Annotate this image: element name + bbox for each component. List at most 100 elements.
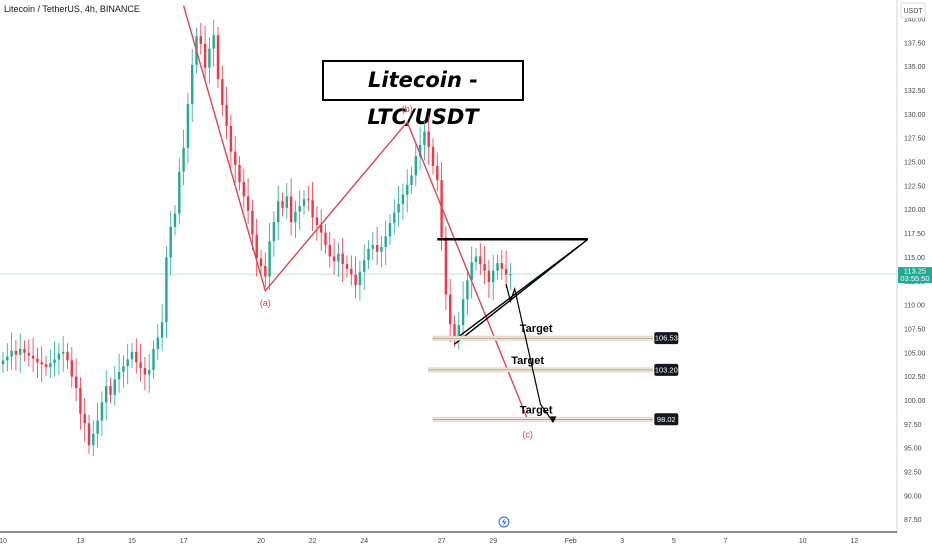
projection-line [505,283,554,423]
candle-body [139,362,142,369]
candle-body [143,368,147,375]
candle [66,343,69,369]
price-tick-label: 87.50 [904,517,922,524]
candle-body [178,171,181,214]
candle [19,333,22,373]
candle [496,254,499,280]
time-tick-label: 15 [128,538,136,545]
candle-body [79,388,82,414]
candle [203,25,207,82]
candle [92,420,95,457]
price-tick-label: 100.00 [904,398,926,405]
candle-body [496,263,499,271]
candle-body [418,144,422,157]
candle [126,343,129,385]
candle-body [509,274,512,276]
price-tick-label: 130.00 [904,112,926,119]
time-tick-label: 24 [360,538,368,545]
currency-badge [900,2,926,19]
candle [363,244,366,290]
candle-body [44,364,48,368]
candle [40,346,43,383]
candle-body [165,257,168,323]
candle [315,206,319,241]
candle-body [341,253,344,265]
candle [79,377,82,430]
candle [410,166,413,194]
candle [479,243,482,276]
current-price-value: 113.25 [904,267,926,276]
candle [212,19,215,67]
candle-body [113,379,116,395]
candle-body [62,351,65,354]
projection-arrowhead [550,416,557,423]
price-tick-label: 135.00 [904,64,926,71]
candle [337,242,340,277]
price-tick-label: 102.50 [904,374,926,381]
candle [449,278,452,343]
candle [307,185,310,212]
candle [294,200,297,238]
price-tick-label: 127.50 [904,136,926,143]
candle [122,355,125,388]
candle [397,185,400,226]
candle-body [74,376,78,389]
candle-body [324,232,327,246]
candle-body [302,199,306,206]
candle [431,138,435,175]
candle [406,169,409,213]
time-axis: 10 13 15 17 20 22 24 27 29 Feb 3 5 7 10 12 [0,516,897,545]
candle-body [199,36,202,44]
candle [375,226,379,266]
target-label: Target [511,355,544,367]
candle-body [504,268,508,275]
candle [152,340,155,379]
candle [139,344,142,382]
current-price-badge [898,267,932,284]
candle [384,220,387,266]
candle [156,324,159,360]
candle [264,252,267,288]
candle [96,402,99,448]
candle-body [57,353,61,360]
candle-body [238,164,241,183]
candle-body [14,350,18,355]
candle-body [363,260,366,272]
candle [414,143,417,187]
candle [191,49,194,123]
candle-body [105,386,108,403]
time-tick-label: 3 [620,538,624,545]
candle-body [268,241,271,277]
chart-title-box: Litecoin - LTC/USDT [322,60,524,129]
candle [199,22,202,55]
candle [44,355,48,376]
candle [298,190,301,230]
price-tick-label: 95.00 [904,446,922,453]
candle [500,249,503,280]
candle [246,178,250,225]
candle-body [130,351,134,360]
candle-body [393,212,396,224]
candle-body [332,256,336,262]
candle-body [320,225,323,233]
candle [483,245,486,285]
candle-body [246,196,250,211]
candle [178,158,181,225]
candle [27,339,30,367]
candle [143,357,147,391]
candle [117,353,121,393]
candle-body [272,222,276,242]
candle [358,260,362,301]
candle [285,183,288,219]
wave-label: (b) [402,104,413,114]
candle-body [36,358,39,363]
candle [328,231,331,268]
candle [457,311,460,350]
candle [87,414,91,454]
candle [208,37,211,84]
candle-body [182,147,185,172]
candle [427,115,430,165]
target-level: Target 98.02 [432,404,679,426]
price-tick-label: 107.50 [904,326,926,333]
